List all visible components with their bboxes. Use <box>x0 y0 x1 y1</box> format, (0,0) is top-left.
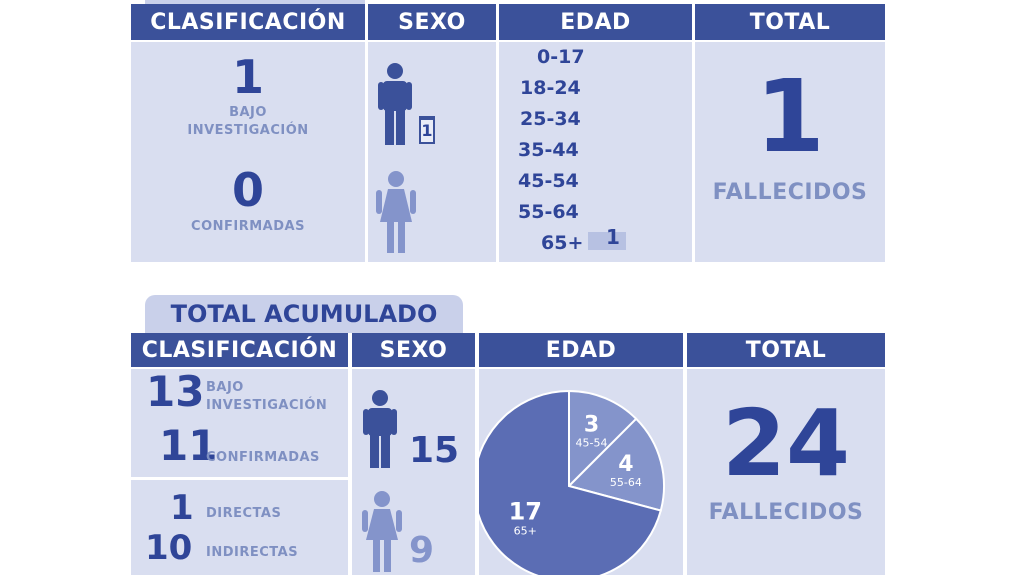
age-range-5: 55-64 <box>518 201 579 223</box>
age-range-4: 45-54 <box>518 170 579 192</box>
daily-confirmadas-value: 0 <box>231 163 264 217</box>
acum-confirmadas-value: 11 <box>159 421 218 470</box>
acum-cell-total <box>687 369 885 575</box>
daily-confirmadas-label: CONFIRMADAS <box>191 219 305 234</box>
daily-bajo-label-2: INVESTIGACIÓN <box>187 123 309 138</box>
daily-total-value: 1 <box>755 58 825 175</box>
acum-cell-sexo <box>352 369 475 575</box>
daily-header-clasificacion: CLASIFICACIÓN <box>131 4 365 40</box>
daily-header-total: TOTAL <box>695 4 885 40</box>
acum-cell-clasificacion-bottom <box>131 480 348 575</box>
pie-slice-55-64 <box>567 417 665 512</box>
daily-male-value: 1 <box>421 120 433 142</box>
acum-male-value: 15 <box>409 430 460 471</box>
acum-header-total: TOTAL <box>687 333 885 367</box>
acum-total-label: FALLECIDOS <box>708 500 864 525</box>
acum-indirectas-value: 10 <box>145 528 193 568</box>
daily-cell-edad <box>499 42 692 262</box>
pie-value-65+: 17 <box>509 498 542 526</box>
pie-slice-65+ <box>479 389 662 575</box>
acum-indirectas-label: INDIRECTAS <box>206 545 299 560</box>
pie-label-45-54: 45-54 <box>576 437 608 450</box>
age-range-1: 18-24 <box>520 77 581 99</box>
age-65-bar <box>588 232 626 250</box>
daily-bajo-label-1: BAJO <box>229 105 267 120</box>
age-range-3: 35-44 <box>518 139 579 161</box>
pie-label-55-64: 55-64 <box>610 476 642 489</box>
daily-cell-total <box>695 42 885 262</box>
pie-label-65+: 65+ <box>514 525 537 538</box>
acum-bajo-value: 13 <box>146 367 205 416</box>
daily-bajo-value: 1 <box>231 50 264 104</box>
top-tab-stub <box>145 0 365 4</box>
acumulado-section-title: TOTAL ACUMULADO <box>145 295 463 333</box>
acum-total-value: 24 <box>721 390 851 497</box>
pie-value-55-64: 4 <box>618 452 633 477</box>
acum-female-icon <box>362 491 402 572</box>
daily-total-label: FALLECIDOS <box>712 180 868 205</box>
daily-cell-clasificacion <box>131 42 365 262</box>
acum-confirmadas-label: CONFIRMADAS <box>206 450 320 465</box>
acum-directas-value: 1 <box>170 488 194 528</box>
acum-bajo-label-2: INVESTIGACIÓN <box>206 398 328 413</box>
age-range-2: 25-34 <box>520 108 581 130</box>
acum-header-clasificacion: CLASIFICACIÓN <box>131 333 348 367</box>
pie-slice-45-54 <box>568 389 638 489</box>
acum-cell-clasificacion-top <box>131 369 348 477</box>
female-icon <box>376 171 416 253</box>
acum-header-edad: EDAD <box>479 333 683 367</box>
pie-value-45-54: 3 <box>584 413 599 438</box>
acum-female-value: 9 <box>409 530 435 571</box>
daily-header-sexo: SEXO <box>368 4 496 40</box>
acum-header-sexo: SEXO <box>352 333 475 367</box>
male-icon <box>378 63 412 145</box>
acum-bajo-label-1: BAJO <box>206 380 244 395</box>
age-range-6: 65+ <box>541 232 584 254</box>
age-65-bar-value: 1 <box>606 225 620 249</box>
acum-male-icon <box>363 390 397 468</box>
acum-directas-label: DIRECTAS <box>206 506 282 521</box>
age-range-0: 0-17 <box>537 46 585 68</box>
daily-header-edad: EDAD <box>499 4 692 40</box>
